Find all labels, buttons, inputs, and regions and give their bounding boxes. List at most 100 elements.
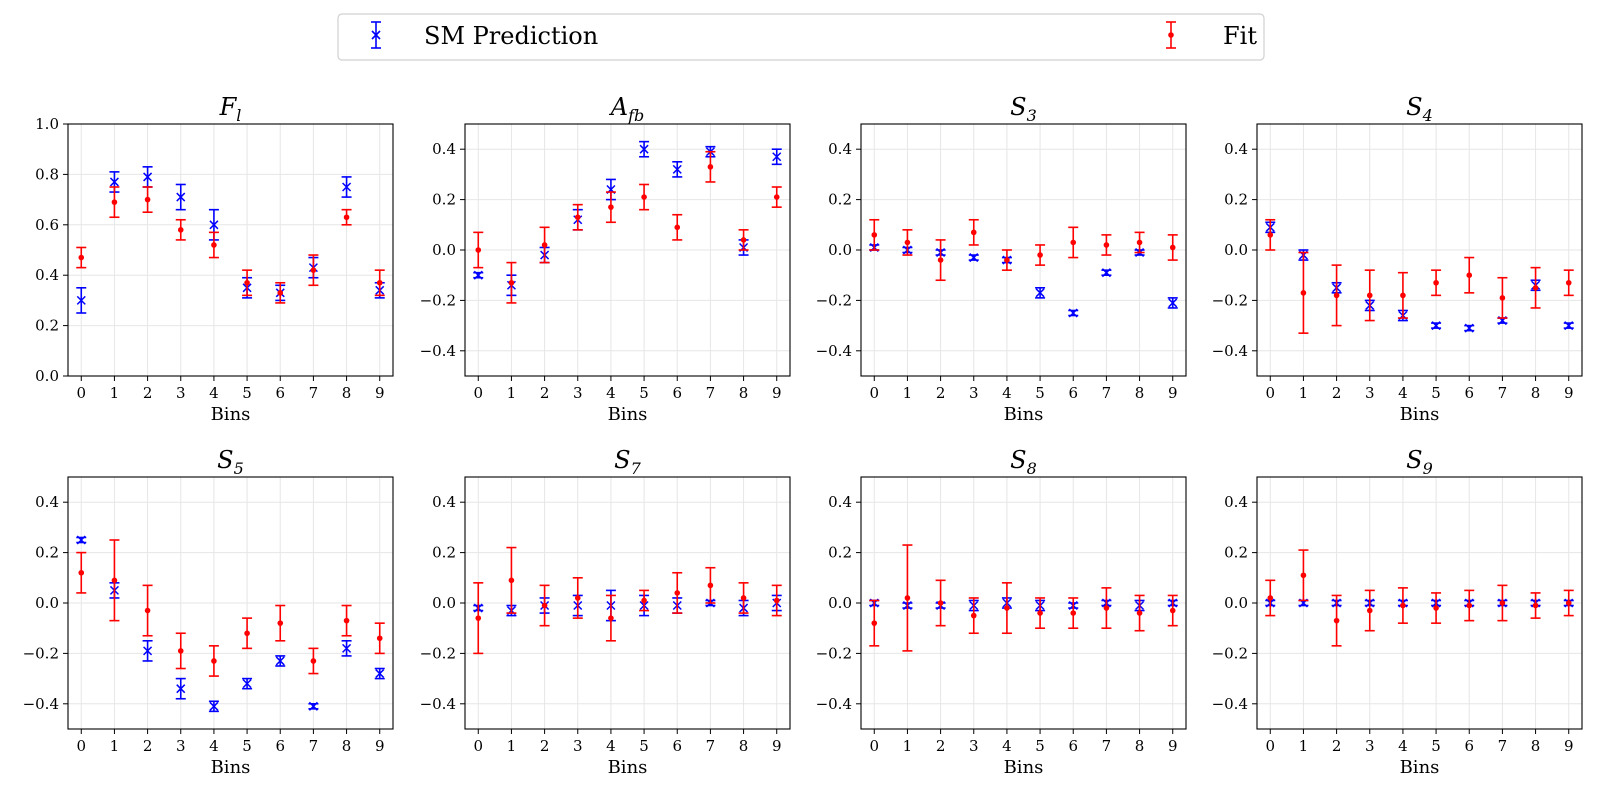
dot-marker	[871, 620, 878, 626]
x-marker	[209, 701, 219, 711]
dot-marker	[1300, 290, 1307, 296]
fit-point	[869, 599, 880, 647]
dot-marker	[1004, 257, 1010, 263]
dot-marker	[1400, 292, 1406, 299]
x-tick-label: 3	[573, 384, 583, 402]
x-tick-label: 1	[507, 737, 517, 755]
dot-marker	[343, 214, 350, 221]
dot-marker	[376, 279, 383, 286]
x-marker	[1464, 323, 1474, 333]
x-tick-label: 7	[706, 384, 716, 402]
x-tick-label: 4	[1002, 384, 1012, 402]
y-tick-label: 0.4	[1224, 493, 1248, 511]
fit-point	[968, 218, 979, 246]
fit-point	[1563, 269, 1574, 297]
panel-s-4: −0.4 −0.2 0.0 0.2 0.4 0 1 2 3 4 5 6 7 8 9 Bins S4	[1212, 93, 1583, 425]
x-tick-label: 5	[639, 737, 649, 755]
y-tick-label: 0.2	[432, 191, 456, 209]
dot-marker	[1466, 272, 1473, 279]
y-tick-label: 0.2	[35, 317, 59, 335]
x-axis-label: Bins	[211, 404, 251, 425]
dot-marker	[1169, 607, 1176, 614]
fit-point	[1497, 584, 1508, 622]
fit-point	[1530, 266, 1541, 309]
fit-point	[705, 150, 716, 183]
sm-point	[341, 639, 352, 657]
y-tick-label: −0.4	[816, 342, 852, 360]
dot-marker	[937, 257, 944, 263]
x-tick-label: 7	[1498, 384, 1508, 402]
fit-point	[572, 576, 583, 619]
panel-grid: 0.00.20.40.60.81.00 1 2 3 4 5 6 7 8 9BinsFl−0.4−0…	[23, 93, 1583, 778]
dot-marker	[310, 267, 317, 273]
dot-marker	[1070, 239, 1077, 246]
panel-title: Afb	[609, 93, 645, 125]
fit-point	[506, 546, 517, 614]
x-tick-label: 9	[375, 737, 385, 755]
fit-point	[1464, 256, 1475, 294]
fit-point	[109, 539, 120, 622]
dot-marker	[211, 658, 217, 664]
x-tick-label: 7	[706, 737, 716, 755]
dot-marker	[177, 227, 184, 233]
x-tick-label: 0	[473, 384, 483, 402]
x-tick-label: 2	[936, 737, 946, 755]
dot-marker	[111, 577, 118, 584]
dot-marker	[144, 607, 151, 614]
fit-point	[1035, 597, 1046, 630]
sm-point	[242, 677, 253, 690]
x-tick-label: 8	[1135, 737, 1145, 755]
x-tick-label: 7	[1102, 384, 1112, 402]
fit-point	[1001, 249, 1012, 271]
dot-marker	[1532, 602, 1539, 609]
y-tick-label: 0.4	[432, 493, 456, 511]
dot-marker	[1103, 242, 1110, 248]
dot-marker	[970, 229, 977, 236]
legend-fit-dot	[1168, 32, 1174, 38]
fit-point	[1364, 589, 1375, 632]
x-marker	[109, 177, 119, 187]
fit-point	[76, 551, 87, 594]
panel-title: S8	[1010, 446, 1037, 478]
fit-point	[341, 208, 352, 226]
x-tick-label: 9	[1564, 384, 1574, 402]
dot-marker	[310, 658, 317, 664]
fit-point	[1265, 218, 1276, 251]
dot-marker	[1466, 602, 1473, 609]
axes-frame	[67, 123, 394, 377]
x-marker	[639, 144, 649, 154]
x-tick-label: 1	[903, 737, 913, 755]
legend-sm-x	[371, 30, 381, 40]
y-tick-label: −0.4	[816, 695, 852, 713]
fit-point	[374, 622, 385, 655]
x-tick-label: 9	[1564, 737, 1574, 755]
dot-marker	[740, 595, 747, 601]
y-tick-label: −0.2	[23, 644, 59, 662]
dot-marker	[674, 590, 681, 596]
x-tick-label: 3	[969, 737, 979, 755]
dot-marker	[740, 237, 747, 243]
fit-point	[1134, 231, 1145, 254]
x-tick-label: 8	[1135, 384, 1145, 402]
sm-point	[308, 701, 319, 711]
fit-point	[1431, 592, 1442, 624]
x-tick-label: 1	[1299, 384, 1309, 402]
dot-marker	[376, 635, 383, 642]
dot-marker	[674, 224, 681, 231]
x-marker	[473, 270, 483, 280]
x-marker	[1035, 288, 1045, 298]
dot-marker	[244, 630, 250, 637]
fit-point	[738, 229, 749, 251]
x-tick-label: 4	[209, 384, 219, 402]
fit-point	[1298, 549, 1309, 602]
sm-point	[142, 166, 153, 188]
x-marker	[143, 646, 153, 656]
fit-point	[539, 584, 550, 627]
y-tick-label: 0.0	[828, 241, 852, 259]
y-tick-label: 0.4	[828, 493, 852, 511]
x-tick-label: 7	[1498, 737, 1508, 755]
sm-point	[1035, 286, 1046, 299]
dot-marker	[904, 239, 911, 246]
fit-point	[1035, 244, 1046, 266]
dot-marker	[1565, 279, 1572, 286]
